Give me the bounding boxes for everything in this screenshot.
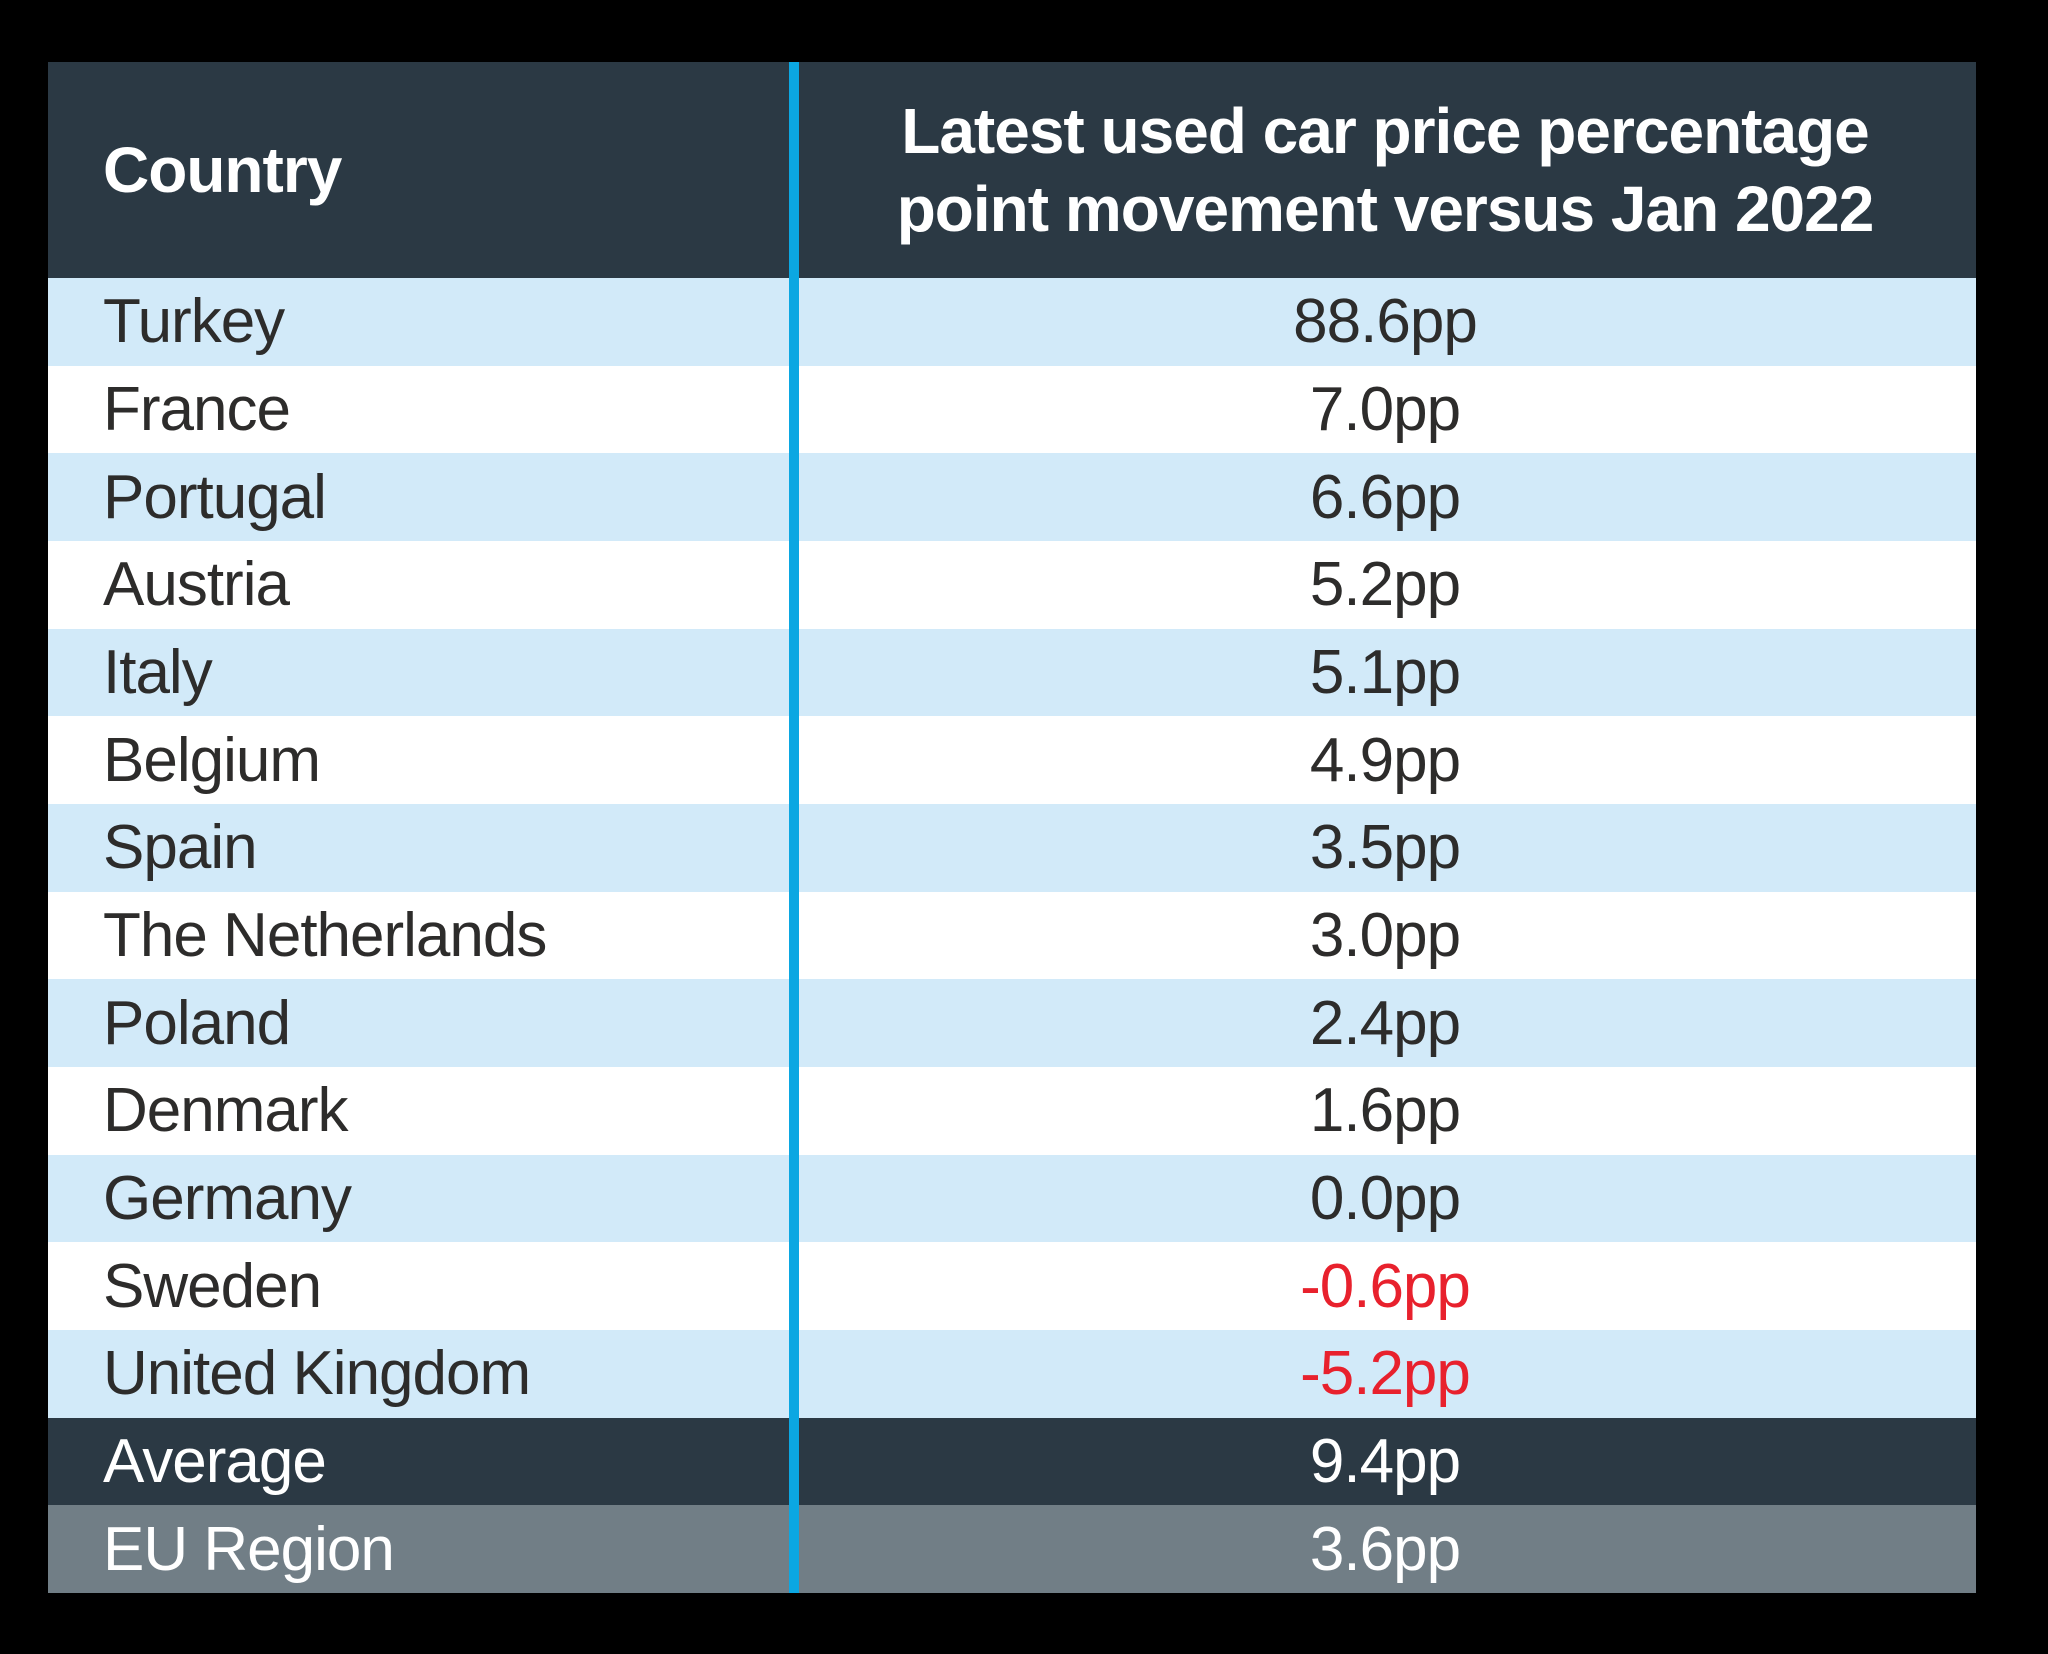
value-header-label: Latest used car price percentage point m… xyxy=(896,94,1875,245)
table-row: The Netherlands 3.0pp xyxy=(48,891,1976,980)
table-row: Poland 2.4pp xyxy=(48,979,1976,1068)
value-cell: -5.2pp xyxy=(1300,1339,1471,1409)
country-cell: Belgium xyxy=(103,725,321,795)
country-cell: United Kingdom xyxy=(103,1339,531,1409)
country-cell: Austria xyxy=(103,550,290,620)
value-cell: 9.4pp xyxy=(1309,1427,1461,1497)
average-row: Average 9.4pp xyxy=(48,1417,1976,1506)
table-row: United Kingdom -5.2pp xyxy=(48,1330,1976,1418)
country-cell: The Netherlands xyxy=(103,901,547,971)
table-row: Turkey 88.6pp xyxy=(48,278,1976,366)
value-cell: 6.6pp xyxy=(1309,462,1461,532)
country-cell: Germany xyxy=(103,1164,352,1234)
value-cell: 7.0pp xyxy=(1309,375,1461,444)
country-cell: Average xyxy=(103,1427,327,1497)
table-row: Portugal 6.6pp xyxy=(48,453,1976,542)
table-row: Austria 5.2pp xyxy=(48,541,1976,629)
value-cell: -0.6pp xyxy=(1300,1251,1471,1321)
value-cell: 5.1pp xyxy=(1309,638,1461,708)
country-cell: France xyxy=(103,375,291,444)
table-row: Denmark 1.6pp xyxy=(48,1067,1976,1155)
country-cell: Portugal xyxy=(103,462,327,532)
value-column-header: Latest used car price percentage point m… xyxy=(794,62,1976,278)
table-row: Spain 3.5pp xyxy=(48,804,1976,892)
table-row: Sweden -0.6pp xyxy=(48,1242,1976,1331)
value-cell: 3.6pp xyxy=(1309,1514,1461,1584)
country-header-label: Country xyxy=(103,134,342,206)
country-cell: Spain xyxy=(103,813,258,883)
country-cell: Turkey xyxy=(103,287,285,357)
value-cell: 88.6pp xyxy=(1293,287,1478,357)
country-cell: EU Region xyxy=(103,1514,395,1584)
country-column-header: Country xyxy=(48,62,794,278)
used-car-price-table: Country Latest used car price percentage… xyxy=(48,62,1976,1594)
column-divider-line xyxy=(789,62,799,1593)
table-row: France 7.0pp xyxy=(48,365,1976,454)
country-cell: Denmark xyxy=(103,1076,349,1146)
table-row: Italy 5.1pp xyxy=(48,628,1976,717)
table-body: Turkey 88.6pp France 7.0pp Portugal 6.6p… xyxy=(48,278,1976,1594)
value-cell: 4.9pp xyxy=(1309,725,1461,795)
eu-region-row: EU Region 3.6pp xyxy=(48,1505,1976,1594)
table-row: Germany 0.0pp xyxy=(48,1154,1976,1243)
table-row: Belgium 4.9pp xyxy=(48,716,1976,805)
value-cell: 5.2pp xyxy=(1309,550,1461,620)
value-cell: 3.5pp xyxy=(1309,813,1461,883)
value-cell: 0.0pp xyxy=(1309,1164,1461,1234)
value-cell: 2.4pp xyxy=(1309,988,1461,1058)
country-cell: Sweden xyxy=(103,1251,322,1321)
country-cell: Poland xyxy=(103,988,291,1058)
country-cell: Italy xyxy=(103,638,213,708)
value-cell: 1.6pp xyxy=(1309,1076,1461,1146)
value-cell: 3.0pp xyxy=(1309,901,1461,971)
header-row: Country Latest used car price percentage… xyxy=(48,62,1976,278)
